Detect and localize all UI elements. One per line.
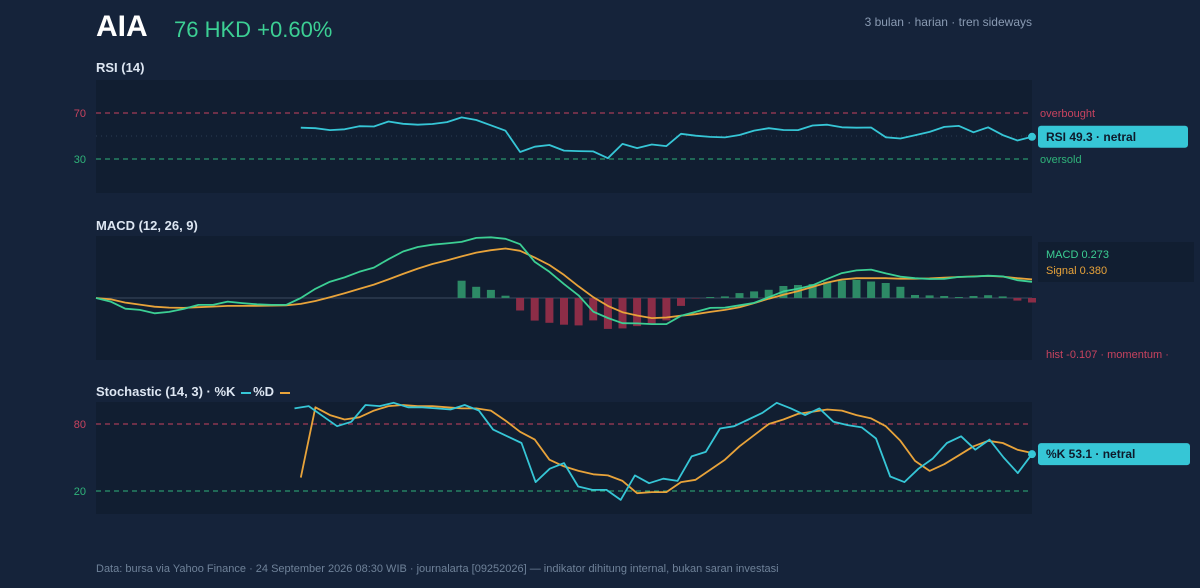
- macd-hist-bar: [984, 295, 993, 298]
- oversold-label: oversold: [1040, 154, 1082, 166]
- stoch-k-line: [294, 401, 1033, 501]
- rsi-line: [300, 116, 1033, 160]
- stoch-title: Stochastic (14, 3) · %K %D: [96, 384, 292, 399]
- d-legend-label: %D: [253, 384, 275, 399]
- rsi-tick-70: 70: [74, 108, 86, 120]
- stoch-panel: [96, 402, 1032, 514]
- price-change: 76 HKD +0.60%: [174, 17, 333, 42]
- macd-hist-bar: [677, 298, 685, 306]
- ticker-symbol: AIA: [96, 10, 148, 43]
- macd-hist-bar: [896, 286, 905, 298]
- macd-hist-bar: [998, 296, 1007, 298]
- macd-hist-bar: [940, 296, 949, 298]
- signal-line: [95, 247, 1033, 319]
- macd-hist-bar: [925, 295, 934, 298]
- overbought-label: overbought: [1040, 108, 1095, 120]
- macd-hist-bar: [647, 298, 656, 325]
- stoch-d-line: [299, 404, 1033, 495]
- macd-hist-bar: [808, 284, 817, 298]
- macd-hist-bar: [691, 298, 700, 299]
- macd-hist-bar: [852, 279, 861, 298]
- macd-legend-box: [1038, 242, 1194, 282]
- macd-hist-bar: [954, 297, 963, 298]
- macd-hist-bar: [574, 298, 583, 326]
- rsi-badge-text: RSI 49.3 · netral: [1046, 130, 1136, 144]
- rsi-tick-30: 30: [74, 154, 86, 166]
- macd-hist-bar: [837, 280, 846, 298]
- macd-value-label: MACD 0.273: [1046, 249, 1109, 261]
- k-legend-swatch: [241, 391, 252, 394]
- macd-hist-bar: [472, 286, 481, 298]
- macd-hist-bar: [603, 298, 612, 329]
- macd-hist-bar: [1028, 298, 1036, 303]
- macd-hist-bar: [633, 298, 642, 327]
- macd-hist-bar: [881, 283, 890, 298]
- macd-hist-bar: [662, 298, 671, 321]
- stoch-tick-80: 80: [74, 419, 86, 431]
- macd-hist-bar: [486, 289, 495, 298]
- stoch-title-text: Stochastic (14, 3) · %K: [96, 384, 236, 399]
- footer-source: Data: bursa via Yahoo Finance · 24 Septe…: [96, 563, 779, 575]
- hist-value-label: hist -0.107 · momentum ·: [1046, 349, 1169, 361]
- rsi-last-point: [1028, 132, 1036, 141]
- macd-hist-bar: [720, 296, 729, 298]
- stoch-tick-20: 20: [74, 486, 86, 498]
- rsi-badge: [1038, 125, 1188, 148]
- macd-hist-bar: [750, 291, 759, 298]
- stoch-last-point: [1028, 450, 1036, 459]
- macd-hist-bar: [823, 281, 832, 298]
- macd-hist-bar: [530, 298, 539, 321]
- stoch-badge-text: %K 53.1 · netral: [1046, 447, 1135, 461]
- chart-meta: 3 bulan · harian · tren sideways: [864, 15, 1032, 29]
- macd-hist-bar: [867, 281, 876, 298]
- macd-hist-bar: [764, 289, 773, 299]
- signal-value-label: Signal 0.380: [1046, 265, 1107, 277]
- macd-hist-bar: [457, 280, 466, 298]
- macd-hist-bar: [589, 298, 598, 321]
- stoch-badge: [1038, 443, 1190, 466]
- macd-line: [95, 236, 1033, 325]
- macd-hist-bar: [911, 295, 919, 298]
- macd-hist-bar: [706, 297, 715, 298]
- macd-hist-bar: [1013, 298, 1022, 301]
- macd-hist-bar: [735, 293, 744, 298]
- rsi-title: RSI (14): [96, 60, 145, 75]
- macd-hist-bar: [545, 298, 554, 323]
- macd-hist-bar: [501, 295, 510, 298]
- macd-hist-bar: [516, 298, 525, 311]
- macd-title: MACD (12, 26, 9): [96, 218, 198, 233]
- macd-hist-bar: [618, 298, 627, 329]
- macd-hist-bar: [560, 298, 568, 325]
- d-legend-swatch: [279, 391, 290, 394]
- macd-hist-bar: [969, 296, 978, 298]
